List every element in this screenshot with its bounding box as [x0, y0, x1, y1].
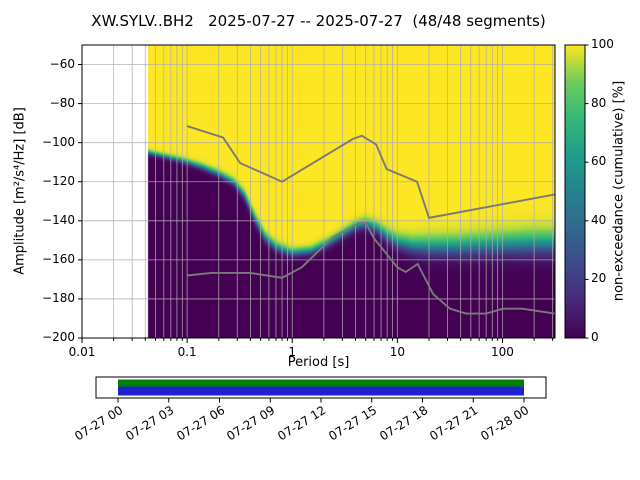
chart-title: XW.SYLV..BH2 2025-07-27 -- 2025-07-27 (4…	[91, 12, 546, 30]
x-tick-label: 0.1	[177, 345, 197, 359]
y-tick-label: −200	[42, 330, 75, 344]
colorbar-label: non-exceedance (cumulative) [%]	[611, 80, 627, 302]
y-axis-label: Amplitude [m²/s⁴/Hz] [dB]	[12, 107, 28, 275]
y-tick-label: −100	[42, 134, 75, 149]
y-tick-label: −60	[49, 56, 75, 71]
colorbar-tick-label: 40	[591, 212, 607, 227]
x-axis-label: Period [s]	[287, 355, 350, 370]
colorbar-tick-label: 60	[591, 154, 607, 169]
x-tick-label: 10	[389, 345, 405, 359]
y-tick-label: −160	[42, 251, 75, 266]
colorbar-tick-label: 20	[591, 271, 607, 286]
colorbar-tick-label: 100	[591, 37, 614, 51]
colorbar-tick-label: 80	[591, 95, 607, 110]
x-tick-label: 100	[491, 345, 514, 359]
y-tick-label: −180	[42, 290, 75, 305]
y-tick-label: −140	[42, 212, 75, 227]
colorbar-tick-label: 0	[591, 330, 599, 344]
y-tick-label: −80	[49, 95, 75, 110]
x-tick-label: 0.01	[68, 345, 96, 359]
y-tick-label: −120	[42, 173, 75, 188]
x-tick-label: 1	[288, 345, 297, 359]
